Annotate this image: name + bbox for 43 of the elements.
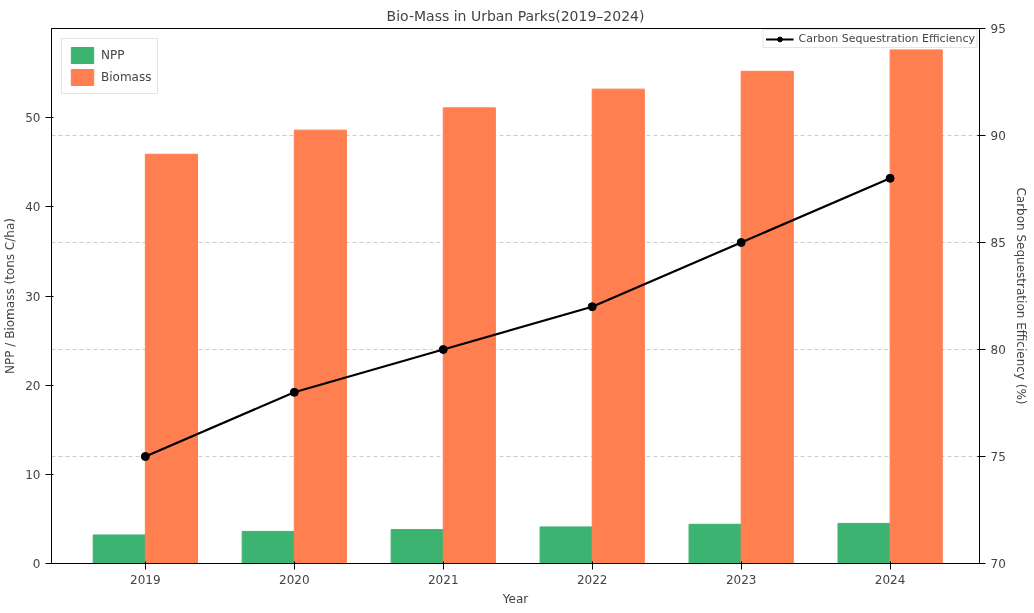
chart-title: Bio-Mass in Urban Parks(2019–2024) xyxy=(386,7,645,24)
y-tick-label: 20 xyxy=(25,378,41,393)
x-axis-title: Year xyxy=(501,591,529,606)
bar xyxy=(740,70,794,564)
y-tick-label: 30 xyxy=(25,289,41,304)
point xyxy=(885,173,895,183)
bar xyxy=(539,526,593,564)
bar xyxy=(92,534,146,564)
bar xyxy=(390,529,444,564)
bar xyxy=(591,88,645,564)
x-tick-label: 2019 xyxy=(130,572,161,587)
y2-tick-label: 70 xyxy=(990,557,1006,571)
point xyxy=(438,345,448,354)
point xyxy=(140,452,150,461)
bar xyxy=(688,523,742,564)
y-tick-label: 50 xyxy=(25,111,41,126)
x-tick-label: 2021 xyxy=(427,572,459,587)
x-tick-label: 2022 xyxy=(576,572,608,587)
y2-tick-label: 85 xyxy=(990,236,1006,250)
point xyxy=(289,387,299,397)
legend-label: Biomass xyxy=(101,70,152,84)
bar xyxy=(241,530,295,564)
y2-tick-label: 95 xyxy=(990,22,1006,36)
bar xyxy=(837,522,891,564)
x-tick-label: 2020 xyxy=(279,572,310,587)
point xyxy=(736,238,746,247)
y2-tick-label: 75 xyxy=(990,450,1006,464)
bar xyxy=(442,107,496,564)
point xyxy=(587,302,597,312)
bar xyxy=(144,153,198,564)
y2-tick-label: 80 xyxy=(990,343,1006,357)
bar xyxy=(293,129,347,564)
y-axis-title: NPP / Biomass (tons C/ha) xyxy=(3,218,18,374)
y-tick-label: 10 xyxy=(25,467,41,482)
legend-label: Carbon Sequestration Efficiency xyxy=(798,32,975,45)
x-tick-label: 2023 xyxy=(725,572,757,587)
legend-label: NPP xyxy=(101,48,125,62)
y-tick-label: 0 xyxy=(32,557,41,571)
y2-axis-title: Carbon Sequestration Efficiency (%) xyxy=(1013,187,1028,405)
x-tick-label: 2024 xyxy=(874,572,906,587)
y-tick-label: 40 xyxy=(25,200,41,215)
y2-tick-label: 90 xyxy=(990,129,1006,143)
bar xyxy=(889,49,943,564)
